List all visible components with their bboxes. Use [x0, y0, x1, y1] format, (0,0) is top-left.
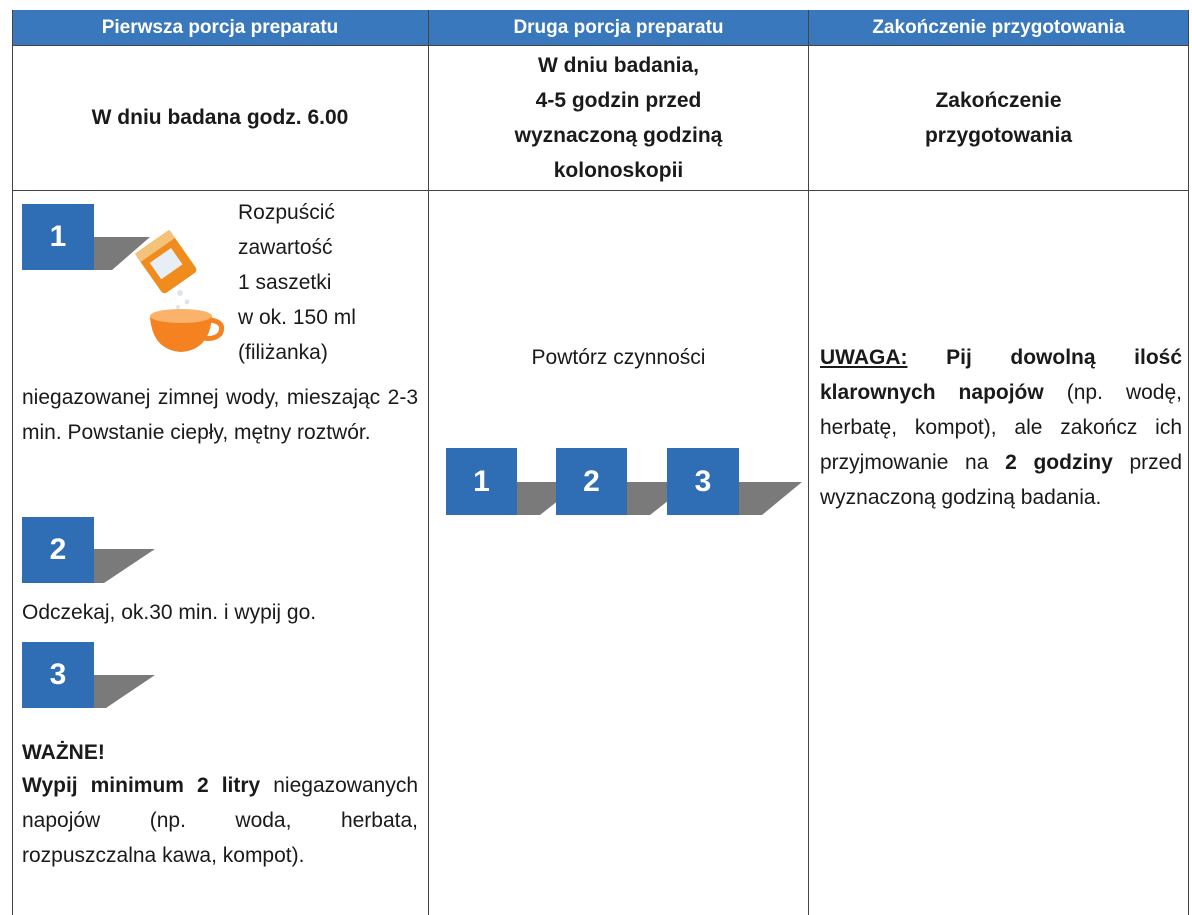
- border: [428, 10, 429, 915]
- step-text: Rozpuścić zawartość 1 saszetki w ok. 150…: [238, 195, 356, 370]
- step-number: 3: [694, 464, 712, 498]
- intro-line: wyznaczoną godziną: [514, 123, 723, 147]
- intro-text: W dniu badana godz. 6.00: [91, 106, 349, 129]
- badge-tail: [94, 237, 150, 270]
- important-text: niegazowanych napojów (np. woda, herbata…: [22, 774, 419, 867]
- step-number: 1: [473, 464, 490, 498]
- intro-line: W dniu badania,: [538, 53, 699, 77]
- border: [12, 190, 1189, 191]
- note-text: (np. wodę, herbatę, kompot), ale zakończ…: [820, 381, 1182, 474]
- intro-line: 4-5 godzin przed: [535, 88, 702, 112]
- intro-line: przygotowania: [924, 123, 1072, 147]
- text-line: 1 saszetki: [238, 271, 332, 294]
- note-label: UWAGA:: [820, 346, 908, 369]
- repeat-text: Powtórz czynności: [531, 346, 706, 369]
- text-line: Rozpuścić: [238, 201, 335, 224]
- header-cell: Druga porcja preparatu: [429, 10, 808, 45]
- note-paragraph: UWAGA: Pij dowolną ilość klarownych napo…: [820, 340, 1182, 515]
- header-text: Druga porcja preparatu: [513, 16, 724, 38]
- step-badge: 2: [22, 517, 94, 583]
- text-line: w ok. 150 ml: [238, 306, 356, 329]
- step-number: 2: [49, 533, 67, 566]
- badge-tail: [739, 482, 802, 515]
- header-cell: Pierwsza porcja preparatu: [12, 10, 428, 45]
- border: [1188, 10, 1189, 915]
- step-number: 3: [49, 658, 67, 691]
- note-text: przed wyznaczoną godziną badania.: [820, 451, 1183, 509]
- step-badge: 3: [667, 448, 739, 515]
- note-bold: 2 godziny: [1005, 451, 1113, 474]
- important-title: WAŻNE!: [22, 741, 105, 764]
- cup-illustration: [134, 229, 225, 352]
- step-paragraph: Odczekaj, ok.30 min. i wypij go.: [22, 601, 317, 624]
- note-bold: Pij dowolną ilość klarownych napojów: [820, 346, 1182, 404]
- intro-cell: Zakończenie przygotowania: [809, 45, 1188, 190]
- step-badge: 2: [556, 448, 627, 515]
- border: [12, 45, 1189, 46]
- step-badge: 3: [22, 642, 94, 708]
- border: [808, 10, 809, 915]
- step-paragraph: niegazowanej zimnej wody, mieszając 2-3 …: [22, 386, 418, 444]
- intro-cell: W dniu badania, 4-5 godzin przed wyznacz…: [429, 45, 808, 190]
- badge-tail: [94, 549, 155, 583]
- text-line: (filiżanka): [238, 341, 328, 364]
- important-paragraph: Wypij minimum 2 litry niegazowanych napo…: [22, 768, 418, 873]
- intro-cell: W dniu badana godz. 6.00: [12, 45, 428, 190]
- step-badge: 1: [446, 448, 517, 515]
- step-badge: 1: [22, 204, 94, 270]
- border: [12, 10, 13, 915]
- step-number: 2: [583, 464, 600, 498]
- header-text: Zakończenie przygotowania: [872, 16, 1125, 38]
- badge-tail: [94, 675, 155, 708]
- important-bold: Wypij minimum 2 litry: [22, 774, 261, 797]
- intro-line: Zakończenie: [935, 88, 1062, 112]
- header-text: Pierwsza porcja preparatu: [101, 16, 339, 38]
- intro-line: kolonoskopii: [553, 158, 684, 182]
- header-cell: Zakończenie przygotowania: [809, 10, 1188, 45]
- text-line: zawartość: [238, 236, 333, 259]
- step-number: 1: [49, 220, 67, 253]
